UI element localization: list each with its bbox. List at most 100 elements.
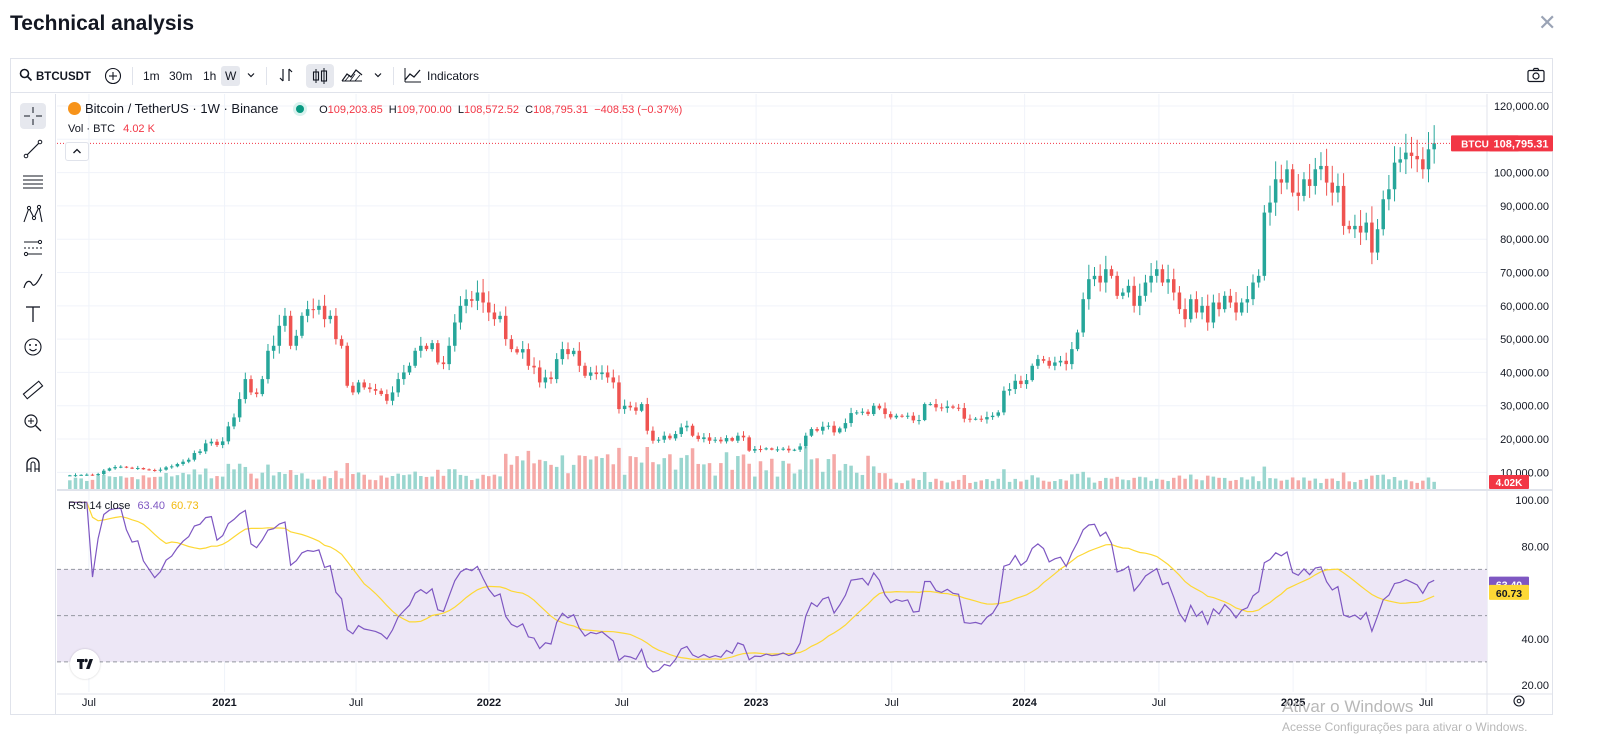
symbol-search-button[interactable]: BTCUSDT xyxy=(19,66,91,86)
candle-body xyxy=(368,387,372,390)
volume-bar xyxy=(1398,480,1402,489)
volume-bar xyxy=(945,482,950,489)
trend-line-tool[interactable] xyxy=(20,136,46,162)
volume-bar xyxy=(532,463,536,489)
high-label: H xyxy=(388,104,397,116)
bar-order-icon xyxy=(279,68,293,82)
volume-bar xyxy=(724,452,729,489)
candle-body xyxy=(260,379,265,395)
rsi-label: RSI 14 close xyxy=(68,500,131,512)
text-tool[interactable] xyxy=(20,301,46,327)
brush-tool[interactable] xyxy=(20,268,46,294)
timeframe-dropdown[interactable] xyxy=(246,66,256,86)
volume-bar xyxy=(368,479,372,489)
screenshot-button[interactable] xyxy=(1526,66,1546,86)
collapse-legend-button[interactable] xyxy=(65,142,89,161)
volume-bar xyxy=(713,475,717,489)
volume-bar xyxy=(294,474,299,489)
candle-body xyxy=(758,449,763,451)
candle-body xyxy=(1126,285,1131,293)
timeframe-1h[interactable]: 1h xyxy=(203,69,217,83)
volume-bar xyxy=(503,453,508,489)
volume-bar xyxy=(192,469,197,489)
volume-bar xyxy=(73,477,78,489)
candle-body xyxy=(1307,179,1312,186)
candle-body xyxy=(441,362,446,365)
volume-bar xyxy=(390,475,395,489)
volume-label: Vol · BTC xyxy=(68,123,116,135)
price-tick-label: 120,000.00 xyxy=(1494,101,1549,113)
candle-body xyxy=(130,467,134,469)
volume-bar xyxy=(254,478,259,489)
volume-bar xyxy=(588,459,593,489)
timeframe-w[interactable]: W xyxy=(221,66,241,86)
volume-badge xyxy=(1489,475,1529,489)
candle-body xyxy=(951,406,955,408)
candle-body xyxy=(413,350,417,366)
candle-body xyxy=(1228,295,1233,303)
parallel-lines-icon xyxy=(23,175,43,189)
timeframe-30m[interactable]: 30m xyxy=(169,69,193,83)
compare-symbol-button[interactable] xyxy=(104,66,122,86)
zoom-tool[interactable] xyxy=(20,410,46,436)
timeframe-1m[interactable]: 1m xyxy=(143,69,160,83)
fib-tool[interactable] xyxy=(20,235,46,261)
candle-body xyxy=(385,394,389,401)
tradingview-logo[interactable] xyxy=(70,649,100,679)
volume-bar xyxy=(385,477,389,489)
time-tick-label: Jul xyxy=(349,697,363,709)
candle-body xyxy=(1387,189,1391,200)
chart-style-area-button[interactable] xyxy=(341,66,363,86)
emoji-tool[interactable] xyxy=(20,334,46,360)
chart-canvas[interactable]: 120,000.00110,000.00100,000.0090,000.008… xyxy=(57,94,1553,714)
candle-body xyxy=(1109,269,1114,276)
volume-bar xyxy=(837,470,842,489)
candle-body xyxy=(770,448,774,450)
volume-bar xyxy=(798,469,802,489)
candle-body xyxy=(1239,302,1244,313)
time-axis-settings-button[interactable] xyxy=(1511,693,1527,709)
magnet-tool[interactable] xyxy=(20,452,46,478)
crosshair-tool[interactable] xyxy=(20,103,46,129)
candle-body xyxy=(526,349,531,366)
candle-body xyxy=(1211,302,1216,323)
time-tick-label: 2021 xyxy=(212,697,236,709)
measure-tool[interactable] xyxy=(20,377,46,403)
chart-type-candles-button[interactable] xyxy=(306,64,334,88)
candle-body xyxy=(617,382,621,410)
indicators-button[interactable]: Indicators xyxy=(404,66,479,86)
candle-body xyxy=(379,390,383,395)
volume-bar xyxy=(1290,477,1295,489)
candle-body xyxy=(407,365,412,373)
volume-bar xyxy=(379,475,383,489)
price-tick-label: 70,000.00 xyxy=(1500,268,1549,280)
bar-replay-button[interactable] xyxy=(277,66,295,86)
volume-bar xyxy=(68,480,72,489)
volume-bar xyxy=(1160,479,1165,489)
candle-body xyxy=(1285,169,1289,183)
close-icon[interactable]: ✕ xyxy=(1538,10,1557,35)
volume-bar xyxy=(1132,477,1136,489)
volume-bar xyxy=(1126,480,1131,489)
candle-body xyxy=(775,449,780,451)
candle-body xyxy=(634,407,638,411)
candle-body xyxy=(1115,275,1119,296)
volume-bar xyxy=(1019,481,1023,489)
volume-bar xyxy=(1075,473,1080,489)
candle-body xyxy=(928,404,933,406)
volume-bar xyxy=(758,461,763,489)
candle-body xyxy=(747,437,751,451)
horizontal-lines-tool[interactable] xyxy=(20,169,46,195)
rsi-tick-label: 40.00 xyxy=(1521,634,1549,646)
chart-style-dropdown[interactable] xyxy=(373,66,383,86)
indicators-label: Indicators xyxy=(427,69,480,83)
price-tick-label: 100,000.00 xyxy=(1494,168,1549,180)
candle-body xyxy=(1002,390,1006,413)
price-tick-label: 50,000.00 xyxy=(1500,334,1549,346)
candle-body xyxy=(679,427,683,435)
volume-bar xyxy=(1251,476,1255,489)
volume-bar xyxy=(883,473,887,489)
volume-bar xyxy=(594,456,599,489)
pattern-tool[interactable] xyxy=(20,202,46,228)
candle-body xyxy=(1217,302,1221,310)
